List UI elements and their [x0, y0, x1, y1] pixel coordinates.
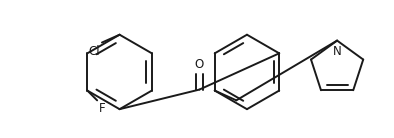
Text: Cl: Cl — [88, 46, 100, 59]
Text: N: N — [333, 46, 342, 59]
Text: O: O — [195, 58, 204, 71]
Text: F: F — [99, 102, 106, 115]
